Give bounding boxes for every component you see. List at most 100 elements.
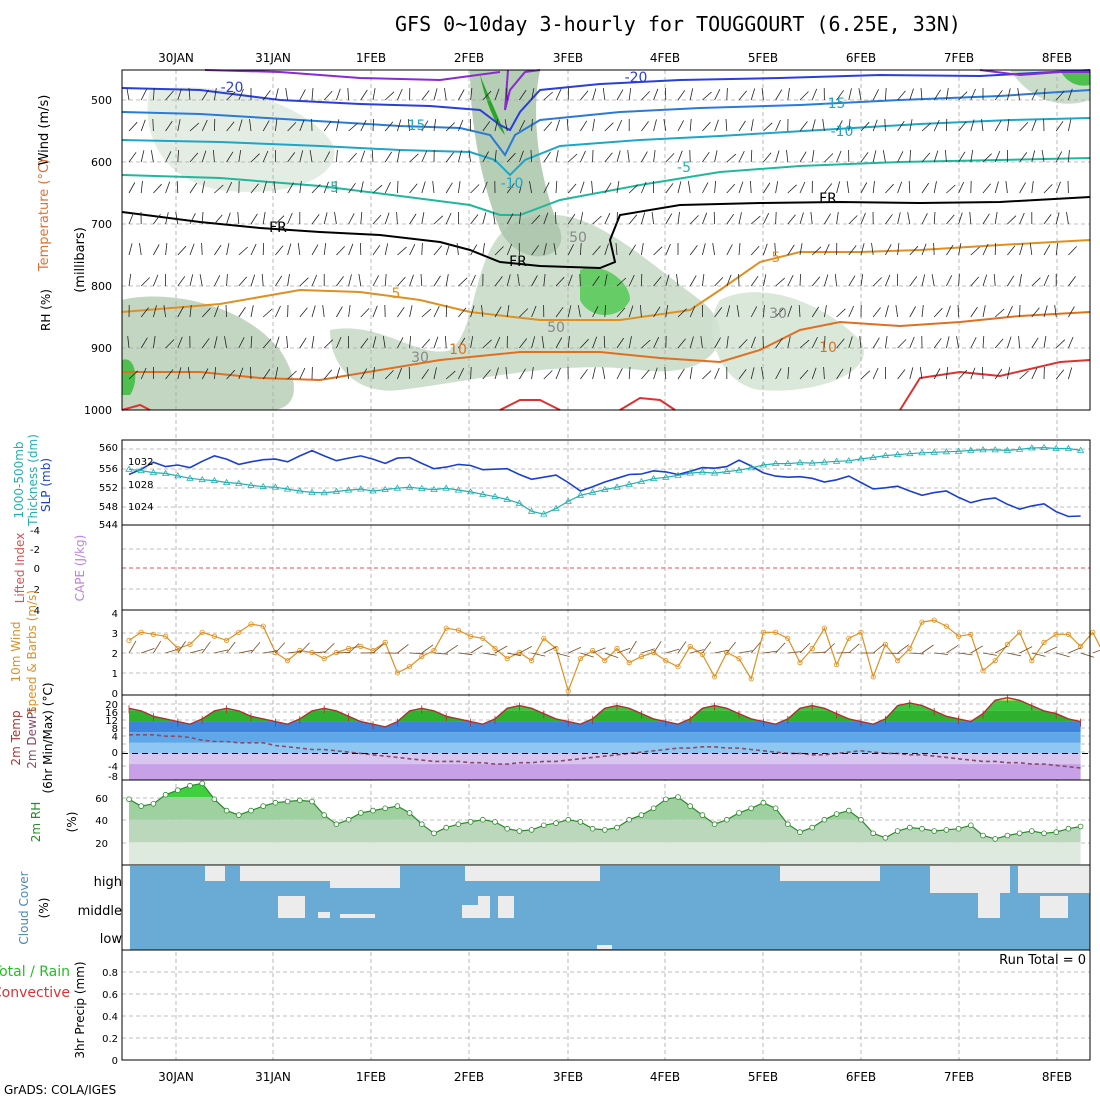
wind-barb [199,274,203,287]
wind-speed-point [345,645,352,652]
wind-barb [128,243,133,256]
rh-point [284,798,291,805]
wind-barb [982,305,986,318]
wind-barb [139,243,142,256]
wind-barb [641,339,651,349]
precip-tick: 0.6 [102,990,118,1001]
credit-label: GrADS: COLA/IGES [4,1083,117,1097]
wind-barb [177,336,183,349]
wind-barb [1068,367,1073,380]
wind-barb [931,274,935,287]
wind-barb [1055,181,1061,194]
surface-wind-barb [238,649,253,654]
wind-barb [897,339,907,349]
wind-barb [175,212,179,225]
wind-speed-point [248,621,254,627]
wind-barb [981,119,984,132]
surface-wind-barb [433,652,448,655]
thickness-point [1040,443,1048,450]
thickness-point [357,485,365,492]
wind-barb [810,212,813,225]
wind-barb [725,118,728,132]
wind-barb [360,150,366,163]
wind-barb [714,150,718,163]
wind-speed-point [126,637,132,644]
wind-barb [555,150,559,163]
wind-barb [958,273,960,287]
contour-minus15 [121,89,1091,157]
wind-barb [238,88,244,101]
wind-barb [226,212,231,225]
wind-barb [481,305,484,318]
wind-barb [958,243,962,256]
wind-barb [348,213,355,225]
wind-barb [676,274,679,287]
wind-barb [458,89,465,101]
thickness-point [808,459,816,466]
wind-barb [946,88,949,101]
wind-barb [811,337,818,349]
thickness-point [759,461,768,468]
rh-point [370,807,376,814]
thickness-point [125,465,133,472]
rh-point [1016,830,1023,837]
rh-point [126,796,132,803]
rh-point [345,816,352,823]
wind-barb [627,150,630,163]
wind-barb [702,370,712,380]
wind-barb [177,245,187,256]
wind-barb [541,336,545,349]
slp-axis-label: SLP (mb) [39,458,53,512]
wind-barb [433,88,438,101]
wind-barb [882,150,886,163]
rh-tick: 60 [95,794,108,805]
temp-band [129,764,1081,780]
rh-tick: 40 [95,816,108,827]
surface-wind-barb [958,652,973,656]
surface-wind-barb [1092,649,1100,654]
wind-barb [1018,335,1020,349]
wind-barb [555,119,561,132]
wind-barb [128,121,138,132]
wind-barb [653,119,657,132]
wind-barb [689,367,693,380]
rh-band [129,783,1081,797]
wind-speed-point [492,645,498,652]
date-label-top: 3FEB [553,51,583,65]
date-label-top: 4FEB [650,51,680,65]
panel-frame-upper [121,69,1091,411]
wind-barb [761,88,764,101]
rh-point [516,828,523,834]
rh-point [528,827,535,833]
contour-label: FR [819,191,837,207]
wind-barb [860,152,869,163]
cloud-unit-label: (%) [37,898,51,919]
wind-barb [482,212,487,225]
rh-point [723,816,730,823]
wind-barb [140,337,148,349]
wind-barb [177,306,184,318]
wind-barb [750,245,760,256]
wind-barb [1019,182,1026,194]
wind-barb [836,338,845,349]
temp-band [129,753,1081,765]
wind-barb [592,245,601,256]
wind-barb [1066,212,1069,225]
contour-15 [121,403,151,411]
temp-tick: 20 [105,700,118,711]
wind-barb [909,367,914,380]
wind-barb [273,181,276,194]
wind-barb [860,243,865,256]
thickness-point [503,495,511,502]
thickness-point [186,474,194,481]
wind-barb [592,306,599,318]
wind-barb [726,336,729,349]
wind-speed-point [504,655,510,662]
wind-speed-tick: 4 [112,609,118,620]
wind-barb [750,149,753,163]
wind-barb [153,87,155,101]
wind-barb [1043,87,1046,101]
contour-label: 10 [449,342,467,358]
wind-barb [543,151,551,163]
rh-point [638,812,645,818]
